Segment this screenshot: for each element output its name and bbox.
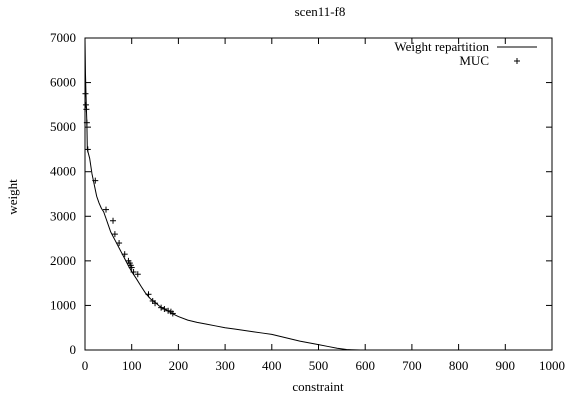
x-tick-label: 100 — [122, 358, 142, 373]
muc-point — [121, 251, 128, 258]
y-tick-label: 5000 — [50, 119, 76, 134]
muc-point — [158, 304, 165, 311]
x-axis: 0 100 200 300 400 500 600 700 800 900 1000 — [82, 38, 565, 373]
y-tick-label: 6000 — [50, 75, 76, 90]
muc-point — [103, 206, 110, 213]
muc-point — [165, 307, 172, 314]
muc-point — [83, 119, 90, 126]
muc-point — [145, 291, 152, 298]
muc-point — [161, 305, 168, 312]
legend-label-muc: MUC — [459, 53, 489, 68]
muc-point — [169, 310, 176, 317]
muc-point — [128, 264, 135, 271]
x-tick-label: 700 — [402, 358, 422, 373]
x-axis-label: constraint — [292, 379, 344, 394]
y-axis: 0 1000 2000 3000 4000 5000 6000 7000 — [50, 30, 552, 357]
muc-point — [82, 90, 89, 97]
chart-title: scen11-f8 — [295, 4, 346, 19]
muc-point — [110, 217, 117, 224]
series-weight-repartition — [84, 37, 361, 351]
x-tick-label: 600 — [355, 358, 375, 373]
y-tick-label: 1000 — [50, 297, 76, 312]
x-tick-label: 900 — [496, 358, 516, 373]
muc-point — [116, 240, 123, 247]
x-tick-label: 300 — [215, 358, 235, 373]
weight-repartition-line — [84, 37, 361, 351]
muc-point — [111, 231, 118, 238]
series-muc — [82, 90, 176, 317]
legend-swatch-muc — [514, 58, 520, 64]
y-tick-label: 4000 — [50, 164, 76, 179]
muc-point — [84, 146, 91, 153]
muc-point — [83, 106, 90, 113]
x-tick-label: 500 — [309, 358, 329, 373]
y-tick-label: 0 — [70, 342, 77, 357]
y-tick-label: 3000 — [50, 208, 76, 223]
x-tick-label: 1000 — [539, 358, 565, 373]
legend-label-weight-repartition: Weight repartition — [394, 39, 489, 54]
x-tick-label: 200 — [169, 358, 189, 373]
x-tick-label: 400 — [262, 358, 282, 373]
muc-point — [152, 300, 159, 307]
x-tick-label: 0 — [82, 358, 89, 373]
x-tick-label: 800 — [449, 358, 469, 373]
legend: Weight repartition MUC — [394, 39, 537, 68]
y-tick-label: 2000 — [50, 253, 76, 268]
muc-point — [130, 269, 137, 275]
y-axis-label: weight — [5, 179, 20, 215]
muc-point — [92, 177, 99, 184]
y-tick-label: 7000 — [50, 30, 76, 45]
muc-point — [134, 271, 141, 278]
